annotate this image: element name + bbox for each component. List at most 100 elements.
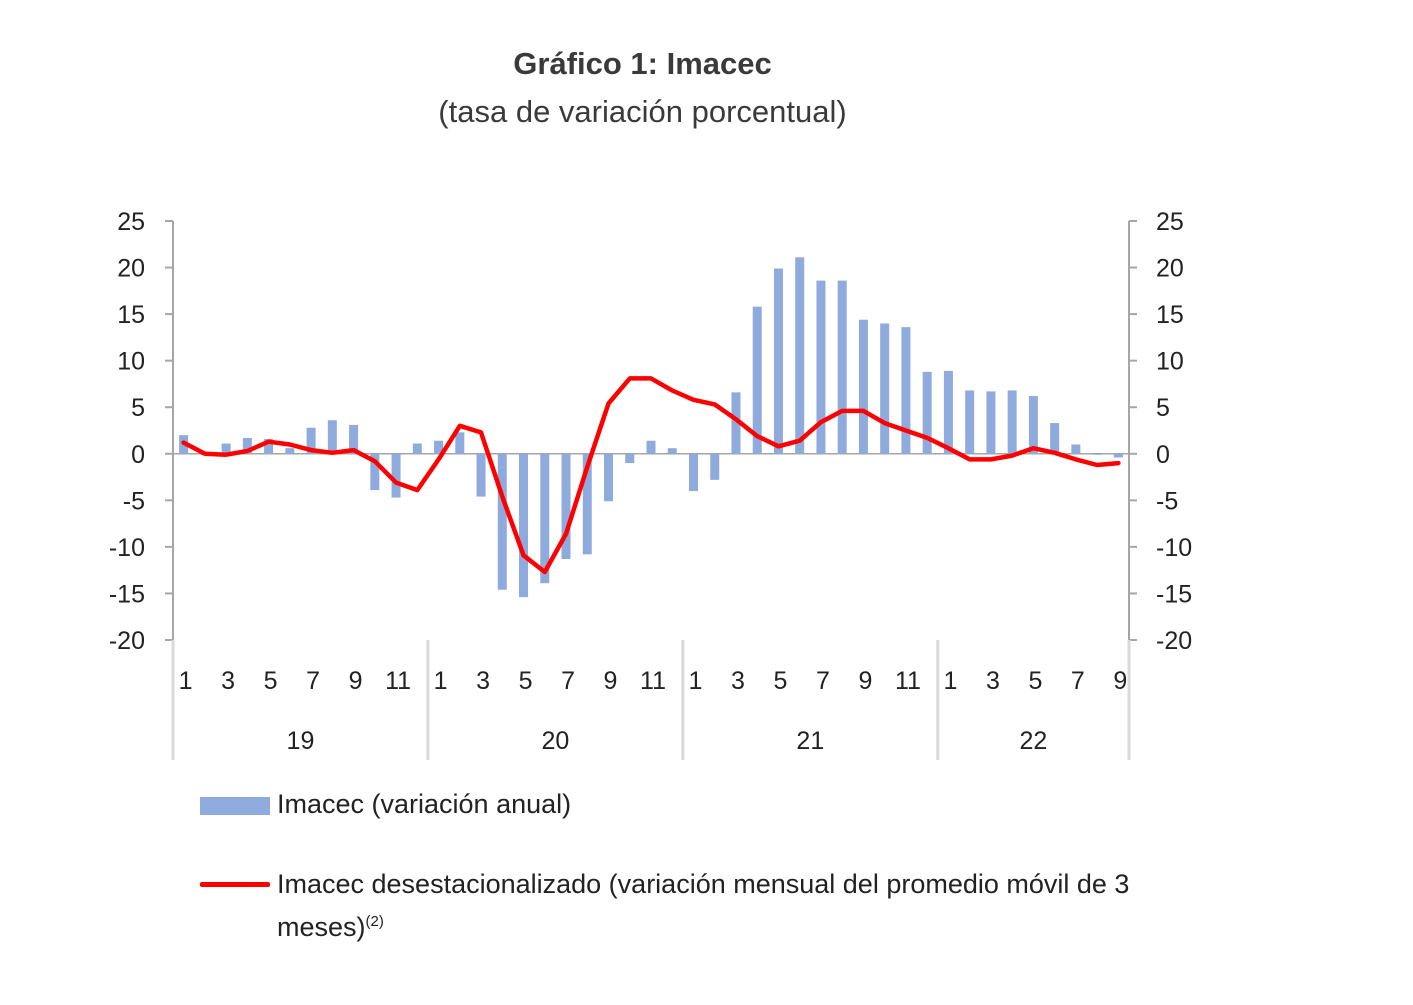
imacec-annual-bar bbox=[391, 453, 401, 498]
imacec-annual-bar bbox=[773, 268, 783, 454]
imacec-annual-bar bbox=[752, 306, 762, 454]
imacec-annual-bar bbox=[1028, 396, 1038, 454]
imacec-annual-bar bbox=[795, 257, 805, 454]
imacec-annual-bar bbox=[688, 453, 698, 492]
imacec-annual-bar bbox=[455, 432, 465, 454]
x-tick-label: 3 bbox=[731, 667, 745, 695]
imacec-annual-bar bbox=[646, 440, 656, 454]
imacec-annual-bar bbox=[858, 319, 868, 454]
x-tick-label: 1 bbox=[943, 667, 957, 695]
x-tick-label: 9 bbox=[349, 667, 363, 695]
y-tick-label-right: 5 bbox=[1156, 394, 1170, 422]
y-tick-label-left: -20 bbox=[109, 627, 145, 655]
chart-subtitle: (tasa de variación porcentual) bbox=[438, 94, 847, 129]
imacec-annual-bar bbox=[667, 448, 677, 454]
x-tick-label: 7 bbox=[306, 667, 320, 695]
x-tick-label: 5 bbox=[264, 667, 278, 695]
y-tick-label-right: 20 bbox=[1156, 255, 1184, 283]
imacec-annual-bar bbox=[221, 443, 231, 454]
x-tick-label: 9 bbox=[1113, 667, 1127, 695]
x-tick-label: 9 bbox=[604, 667, 618, 695]
imacec-annual-bar bbox=[327, 420, 337, 454]
x-year-label: 19 bbox=[287, 727, 315, 755]
y-tick-label-right: 25 bbox=[1156, 208, 1184, 236]
imacec-annual-bar bbox=[837, 280, 847, 454]
y-tick-label-left: -10 bbox=[109, 534, 145, 562]
x-tick-label: 5 bbox=[774, 667, 788, 695]
chart-title: Gráfico 1: Imacec bbox=[513, 46, 772, 81]
x-tick-label: 5 bbox=[1028, 667, 1042, 695]
imacec-annual-bar bbox=[986, 391, 996, 454]
y-tick-label-right: -10 bbox=[1156, 534, 1192, 562]
legend-line-text: Imacec desestacionalizado (variación men… bbox=[277, 869, 1130, 942]
line-series bbox=[181, 376, 1121, 575]
y-tick-label-right: 15 bbox=[1156, 301, 1184, 329]
y-tick-label-left: 5 bbox=[131, 394, 145, 422]
y-tick-label-right: 0 bbox=[1156, 441, 1170, 469]
y-tick-label-left: 15 bbox=[117, 301, 145, 329]
y-tick-label-right: 10 bbox=[1156, 348, 1184, 376]
imacec-annual-bar bbox=[476, 453, 486, 497]
legend-swatch-bars bbox=[200, 797, 270, 815]
imacec-annual-bar bbox=[264, 438, 274, 454]
x-year-label: 22 bbox=[1019, 727, 1047, 755]
imacec-annual-bar bbox=[412, 443, 422, 454]
x-tick-label: 3 bbox=[221, 667, 235, 695]
legend-label-line: Imacec desestacionalizado (variación men… bbox=[277, 865, 1197, 946]
x-year-label: 21 bbox=[796, 727, 824, 755]
x-tick-label: 11 bbox=[385, 667, 411, 695]
x-year-label: 20 bbox=[541, 727, 569, 755]
x-tick-label: 7 bbox=[561, 667, 575, 695]
x-tick-label: 3 bbox=[986, 667, 1000, 695]
imacec-annual-bar bbox=[1007, 390, 1017, 454]
x-tick-label: 1 bbox=[434, 667, 448, 695]
imacec-annual-bar bbox=[901, 327, 911, 454]
x-tick-label: 1 bbox=[689, 667, 703, 695]
y-tick-label-left: 25 bbox=[117, 208, 145, 236]
x-tick-label: 3 bbox=[476, 667, 490, 695]
y-tick-label-right: -20 bbox=[1156, 627, 1192, 655]
imacec-annual-bar bbox=[1113, 453, 1123, 458]
imacec-annual-bar bbox=[731, 392, 741, 454]
legend-label-bars: Imacec (variación anual) bbox=[277, 789, 572, 819]
x-tick-label: 11 bbox=[895, 667, 921, 695]
y-tick-label-left: -15 bbox=[109, 580, 145, 608]
imacec-annual-bar bbox=[497, 453, 507, 590]
x-tick-label: 7 bbox=[816, 667, 830, 695]
bar-series bbox=[179, 257, 1123, 598]
imacec-annual-bar bbox=[519, 453, 529, 598]
imacec-annual-bar bbox=[710, 453, 720, 480]
imacec-annual-bar bbox=[1092, 453, 1102, 455]
y-tick-label-left: 20 bbox=[117, 255, 145, 283]
y-tick-label-left: 0 bbox=[131, 441, 145, 469]
imacec-annual-bar bbox=[625, 453, 635, 464]
legend-swatch-line bbox=[200, 882, 270, 887]
imacec-annual-bar bbox=[965, 390, 975, 454]
imacec-annual-bar bbox=[880, 323, 890, 454]
y-tick-label-right: -15 bbox=[1156, 580, 1192, 608]
imacec-annual-bar bbox=[943, 370, 953, 454]
imacec-annual-bar bbox=[816, 280, 826, 454]
legend-line-note: (2) bbox=[365, 913, 384, 930]
imacec-annual-bar bbox=[561, 453, 571, 559]
y-tick-label-right: -5 bbox=[1156, 487, 1178, 515]
y-tick-label-left: -5 bbox=[123, 487, 145, 515]
x-tick-label: 5 bbox=[519, 667, 533, 695]
x-tick-label: 9 bbox=[858, 667, 872, 695]
imacec-annual-bar bbox=[370, 453, 380, 491]
imacec-annual-bar bbox=[285, 448, 295, 454]
imacec-annual-bar bbox=[922, 371, 932, 454]
imacec-annual-bar bbox=[540, 453, 550, 584]
imacec-annual-bar bbox=[349, 424, 359, 454]
imacec-sa-line bbox=[181, 376, 1121, 575]
imacec-annual-bar bbox=[1050, 423, 1060, 454]
imacec-annual-bar bbox=[242, 437, 252, 454]
x-tick-label: 11 bbox=[640, 667, 666, 695]
x-tick-label: 7 bbox=[1071, 667, 1085, 695]
imacec-annual-bar bbox=[434, 440, 444, 454]
imacec-annual-bar bbox=[604, 453, 614, 502]
imacec-annual-bar bbox=[1071, 444, 1081, 454]
imacec-annual-bar bbox=[582, 453, 592, 555]
